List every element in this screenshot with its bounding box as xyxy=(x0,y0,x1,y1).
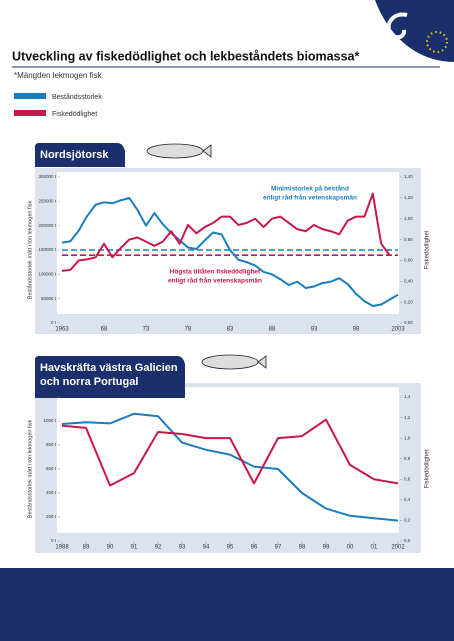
species-icon xyxy=(257,355,267,369)
chart-title: Nordsjötorsk xyxy=(40,149,109,161)
annotation: enligt råd från vetenskapsmän xyxy=(263,194,357,202)
y2-axis-label: Fiskedödlighet xyxy=(425,230,431,269)
y2-tick-label: 1,20 xyxy=(404,195,413,200)
y-tick-label: 150000 t xyxy=(38,247,56,252)
logo-stars xyxy=(426,31,448,53)
chart-title: Havskräfta västra Galicien xyxy=(40,362,178,374)
x-tick-label: 1988 xyxy=(55,545,69,551)
series-line xyxy=(61,412,399,522)
y2-tick-label: 0,80 xyxy=(404,237,413,242)
x-tick-label: 93 xyxy=(311,327,318,333)
x-tick-label: 95 xyxy=(227,545,234,551)
legend-label: Beståndsstorlek xyxy=(52,93,102,101)
legend-swatch xyxy=(14,93,46,99)
page-subtitle: *Mängden lekmogen fisk xyxy=(14,71,103,80)
x-tick-label: 94 xyxy=(203,545,210,551)
y2-tick-label: 0,40 xyxy=(404,278,413,283)
x-tick-label: 01 xyxy=(371,545,378,551)
y2-tick-label: 1,2 xyxy=(404,415,411,420)
y-tick-label: 50000 t xyxy=(41,296,57,301)
species-icon xyxy=(202,144,212,158)
y2-tick-label: 1,40 xyxy=(404,174,413,179)
x-tick-label: 78 xyxy=(185,327,192,333)
y2-tick-label: 0,20 xyxy=(404,299,413,304)
annotation: Högsta tillåten fiskedödlighet xyxy=(170,268,261,276)
legend-label: Fiskedödlighet xyxy=(52,111,97,118)
y2-tick-label: 0,8 xyxy=(404,456,411,461)
x-tick-label: 1963 xyxy=(55,327,69,333)
series-line xyxy=(61,196,399,307)
y-tick-label: 200 t xyxy=(46,514,57,519)
plot-area xyxy=(57,172,399,314)
y-tick-label: 400 t xyxy=(46,490,57,495)
x-tick-label: 98 xyxy=(353,327,360,333)
x-tick-label: 93 xyxy=(179,545,186,551)
species-icon xyxy=(146,143,204,159)
x-tick-label: 83 xyxy=(227,327,234,333)
y-tick-label: 800 t xyxy=(46,442,57,447)
chart-tab xyxy=(35,356,185,398)
y-tick-label: 1200 t xyxy=(43,394,56,399)
y-tick-label: 100000 t xyxy=(38,272,56,277)
x-tick-label: 88 xyxy=(269,327,276,333)
y2-tick-label: 0,00 xyxy=(404,320,413,325)
x-tick-label: 2003 xyxy=(391,327,405,333)
x-tick-label: 96 xyxy=(251,545,258,551)
logo-fish xyxy=(386,12,408,40)
y2-tick-label: 0,6 xyxy=(404,476,411,481)
y-tick-label: 250000 t xyxy=(38,199,56,204)
y-tick-label: 1000 t xyxy=(43,418,56,423)
y2-tick-label: 1,4 xyxy=(404,394,411,399)
x-tick-label: 97 xyxy=(275,545,282,551)
chart-title: och norra Portugal xyxy=(40,376,138,388)
logo-background xyxy=(375,0,454,62)
x-tick-label: 90 xyxy=(107,545,114,551)
x-tick-label: 2002 xyxy=(391,545,405,551)
x-tick-label: 89 xyxy=(83,545,90,551)
series-line xyxy=(61,418,399,487)
y2-tick-label: 0,60 xyxy=(404,258,413,263)
chart-tab xyxy=(35,143,125,167)
page-title: Utveckling av fiskedödlighet och lekbest… xyxy=(12,49,359,63)
y-tick-label: 300000 t xyxy=(38,174,56,179)
x-tick-label: 68 xyxy=(101,327,108,333)
y2-tick-label: 0,0 xyxy=(404,538,411,543)
y-tick-label: 0 t xyxy=(51,538,57,543)
species-icon xyxy=(201,354,259,370)
y2-tick-label: 1,00 xyxy=(404,216,413,221)
y2-tick-label: 1,0 xyxy=(404,435,411,440)
footer-band xyxy=(0,568,454,641)
annotation: Minimistorlek på bestånd xyxy=(271,185,349,193)
x-tick-label: 73 xyxy=(143,327,150,333)
y-tick-label: 600 t xyxy=(46,466,57,471)
plot-area xyxy=(57,387,399,533)
x-tick-label: 98 xyxy=(299,545,306,551)
y-tick-label: 0 t xyxy=(51,320,57,325)
y-axis-label: Beståndsstorlek mätt i ton lekmogen fisk xyxy=(26,420,33,519)
series-line xyxy=(61,192,391,272)
annotation: enligt råd från vetenskapsmän xyxy=(168,277,262,285)
y-tick-label: 200000 t xyxy=(38,223,56,228)
y2-tick-label: 0,2 xyxy=(404,518,411,523)
y2-axis-label: Fiskedödlighet xyxy=(425,449,431,488)
x-tick-label: 92 xyxy=(155,545,162,551)
x-tick-label: 91 xyxy=(131,545,138,551)
y2-tick-label: 0,4 xyxy=(404,497,411,502)
x-tick-label: 00 xyxy=(347,545,354,551)
x-tick-label: 99 xyxy=(323,545,330,551)
y-axis-label: Beståndsstorlek mätt i ton lekmogen fisk xyxy=(26,201,33,300)
legend-swatch xyxy=(14,110,46,116)
